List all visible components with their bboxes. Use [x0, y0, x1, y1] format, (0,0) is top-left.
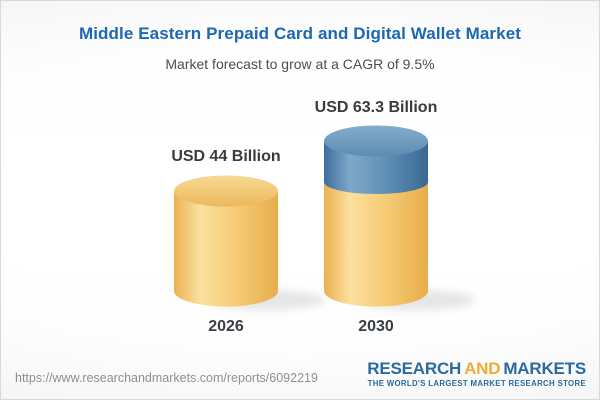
research-and-markets-logo: RESEARCH AND MARKETS THE WORLD'S LARGEST M… [367, 360, 586, 388]
chart-subtitle: Market forecast to grow at a CAGR of 9.5… [165, 56, 435, 72]
bar-2026-cylinder [174, 175, 278, 307]
category-label-2026: 2026 [208, 318, 244, 335]
report-url: https://www.researchandmarkets.com/repor… [15, 371, 318, 385]
logo-wordmark: RESEARCH AND MARKETS [367, 360, 586, 378]
logo-tagline: THE WORLD'S LARGEST MARKET RESEARCH STOR… [367, 378, 586, 388]
value-label-2030: USD 63.3 Billion [314, 99, 438, 116]
logo-word-markets: MARKETS [503, 359, 586, 378]
bar-2030-base-segment [324, 182, 428, 307]
logo-word-and: AND [464, 359, 501, 378]
value-label-2026: USD 44 Billion [171, 148, 281, 165]
chart-title: Middle Eastern Prepaid Card and Digital … [78, 24, 522, 43]
logo-word-research: RESEARCH [367, 359, 462, 378]
bar-2030-growth-segment [324, 125, 428, 194]
bar-2030-cylinder [324, 125, 428, 307]
category-label-2030: 2030 [358, 318, 394, 335]
